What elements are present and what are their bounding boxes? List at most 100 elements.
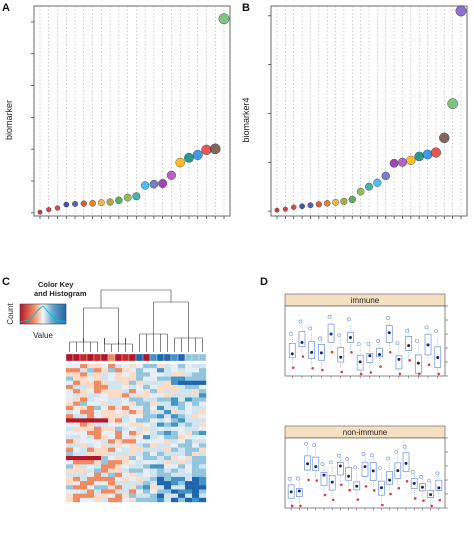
heatmap-cell <box>157 472 165 478</box>
heatmap-cell <box>136 476 144 482</box>
heatmap-cell <box>115 376 123 381</box>
heatmap-cell <box>150 464 158 469</box>
heatmap-cell <box>185 389 193 394</box>
heatmap-cell <box>108 405 116 411</box>
top-point <box>356 342 361 346</box>
heatmap-cell <box>143 426 151 432</box>
heatmap-cell <box>80 497 88 503</box>
top-median <box>329 332 333 336</box>
heatmap-cell <box>150 380 158 386</box>
heatmap-cell <box>129 481 137 486</box>
heatmap-cell <box>199 368 207 373</box>
heatmap-cell <box>73 414 81 419</box>
heatmap-cell <box>199 422 207 427</box>
heatmap-cell <box>157 418 165 423</box>
bottom-median <box>396 469 400 473</box>
heatmap-cell <box>192 472 200 478</box>
heatmap-cell <box>122 447 130 453</box>
heatmap-cell <box>171 418 179 423</box>
heatmap-cell <box>94 489 102 494</box>
heatmap-cell <box>108 389 116 394</box>
heatmap-cell <box>157 426 165 432</box>
heatmap-cell <box>115 389 123 394</box>
heatmap-cell <box>129 443 137 448</box>
heatmap-cell <box>199 372 207 377</box>
column-annotation <box>107 353 116 362</box>
bottom-outlier <box>299 504 302 508</box>
heatmap-cell <box>94 430 102 436</box>
bottom-outlier <box>422 499 425 502</box>
heatmap-cell <box>199 443 207 448</box>
heatmap-cell <box>150 393 158 398</box>
heatmap-cell <box>80 468 88 473</box>
heatmap-cell <box>80 405 88 411</box>
heatmap-cell <box>73 456 81 461</box>
bottom-point <box>345 457 349 461</box>
heatmap-cell <box>122 405 130 411</box>
heatmap-cell <box>94 405 102 411</box>
heatmap-cell <box>136 405 144 411</box>
heatmap-cell <box>185 497 193 503</box>
heatmap-cell <box>192 376 200 381</box>
heatmap-cell <box>108 384 116 390</box>
top-median <box>426 343 430 347</box>
heatmap-cell <box>143 460 151 465</box>
heatmap-cell <box>192 451 200 457</box>
heatmap-cell <box>192 414 200 419</box>
heatmap-cell <box>129 380 137 386</box>
heatmap-cell <box>108 460 116 465</box>
heatmap-cell <box>143 497 151 503</box>
heatmap-cell <box>108 430 116 436</box>
heatmap-cell <box>73 384 81 390</box>
heatmap-cell <box>80 489 88 494</box>
heatmap-cell <box>164 430 172 436</box>
heatmap-cell <box>129 435 137 440</box>
heatmap-cell <box>129 364 137 369</box>
heatmap-cell <box>136 451 144 457</box>
heatmap-cell <box>143 401 151 407</box>
top-box <box>395 355 403 370</box>
heatmap-cell <box>129 464 137 469</box>
heatmap-cell <box>122 426 130 432</box>
heatmap-cell <box>136 497 144 503</box>
heatmap-cell <box>122 410 130 415</box>
heatmap-cell <box>185 493 193 499</box>
heatmap-cell <box>136 410 144 415</box>
heatmap-cell <box>108 376 116 381</box>
heatmap-cell <box>185 418 193 423</box>
heatmap-cell <box>66 497 74 503</box>
data-point <box>291 204 297 210</box>
heatmap-cell <box>129 489 137 494</box>
heatmap-cell <box>157 489 165 494</box>
heatmap-cell <box>192 384 200 390</box>
heatmap-cell <box>150 368 158 373</box>
heatmap-cell <box>101 460 109 465</box>
heatmap-cell <box>94 376 102 381</box>
heatmap-cell <box>94 447 102 453</box>
heatmap-cell <box>129 372 137 377</box>
heatmap-cell <box>66 464 74 469</box>
heatmap-cell <box>192 426 200 432</box>
bottom-point <box>312 443 317 448</box>
heatmap-cell <box>143 489 151 494</box>
top-box <box>288 342 296 359</box>
heatmap-cell <box>66 401 74 407</box>
heatmap-cell <box>80 476 88 482</box>
column-annotation <box>163 353 172 362</box>
heatmap-cell <box>192 422 200 427</box>
top-outlier <box>350 350 353 354</box>
bottom-median <box>437 486 441 490</box>
immune-strip-label: immune <box>351 296 380 305</box>
heatmap-cell <box>101 422 109 427</box>
heatmap-cell <box>178 485 186 490</box>
heatmap-cell <box>115 368 123 373</box>
heatmap-cell <box>101 426 109 432</box>
heatmap-cell <box>87 410 95 415</box>
heatmap-cell <box>150 443 158 448</box>
heatmap-cell <box>101 380 109 386</box>
heatmap-cell <box>136 426 144 432</box>
heatmap-cell <box>171 364 179 369</box>
heatmap-cell <box>108 418 116 423</box>
heatmap-cell <box>164 493 172 499</box>
top-point <box>405 328 410 333</box>
